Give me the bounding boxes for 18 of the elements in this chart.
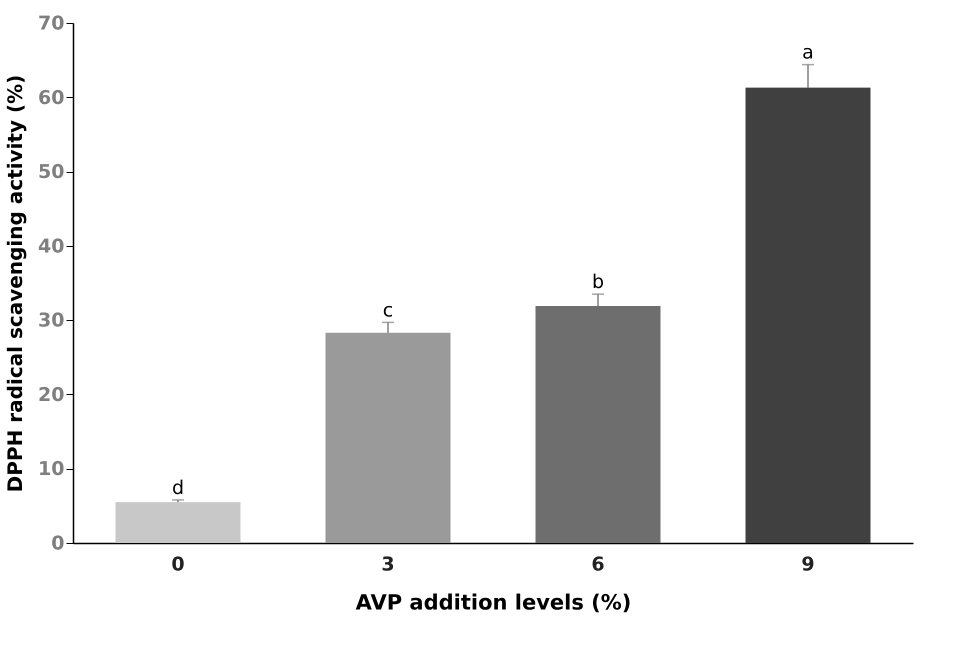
annotation: a — [802, 42, 814, 64]
x-tick-label: 0 — [171, 554, 185, 576]
y-tick-label: 40 — [38, 235, 64, 258]
y-tick-label: 30 — [38, 310, 64, 332]
x-tick-label: 6 — [591, 554, 605, 576]
x-tick-label: 9 — [801, 554, 815, 576]
x-axis-title: AVP addition levels (%) — [356, 590, 632, 614]
y-tick-label: 60 — [38, 86, 64, 109]
annotation: c — [382, 299, 394, 322]
y-tick-label: 70 — [38, 12, 64, 34]
x-tick-label: 3 — [381, 554, 395, 576]
y-tick-label: 10 — [38, 458, 64, 480]
annotation: b — [592, 271, 604, 294]
y-axis-title: DPPH radical scavenging activity (%) — [3, 74, 28, 492]
y-tick-label: 50 — [38, 161, 64, 184]
y-tick-label: 0 — [51, 532, 64, 554]
y-tick-label: 20 — [38, 384, 64, 406]
annotation: d — [172, 476, 184, 499]
